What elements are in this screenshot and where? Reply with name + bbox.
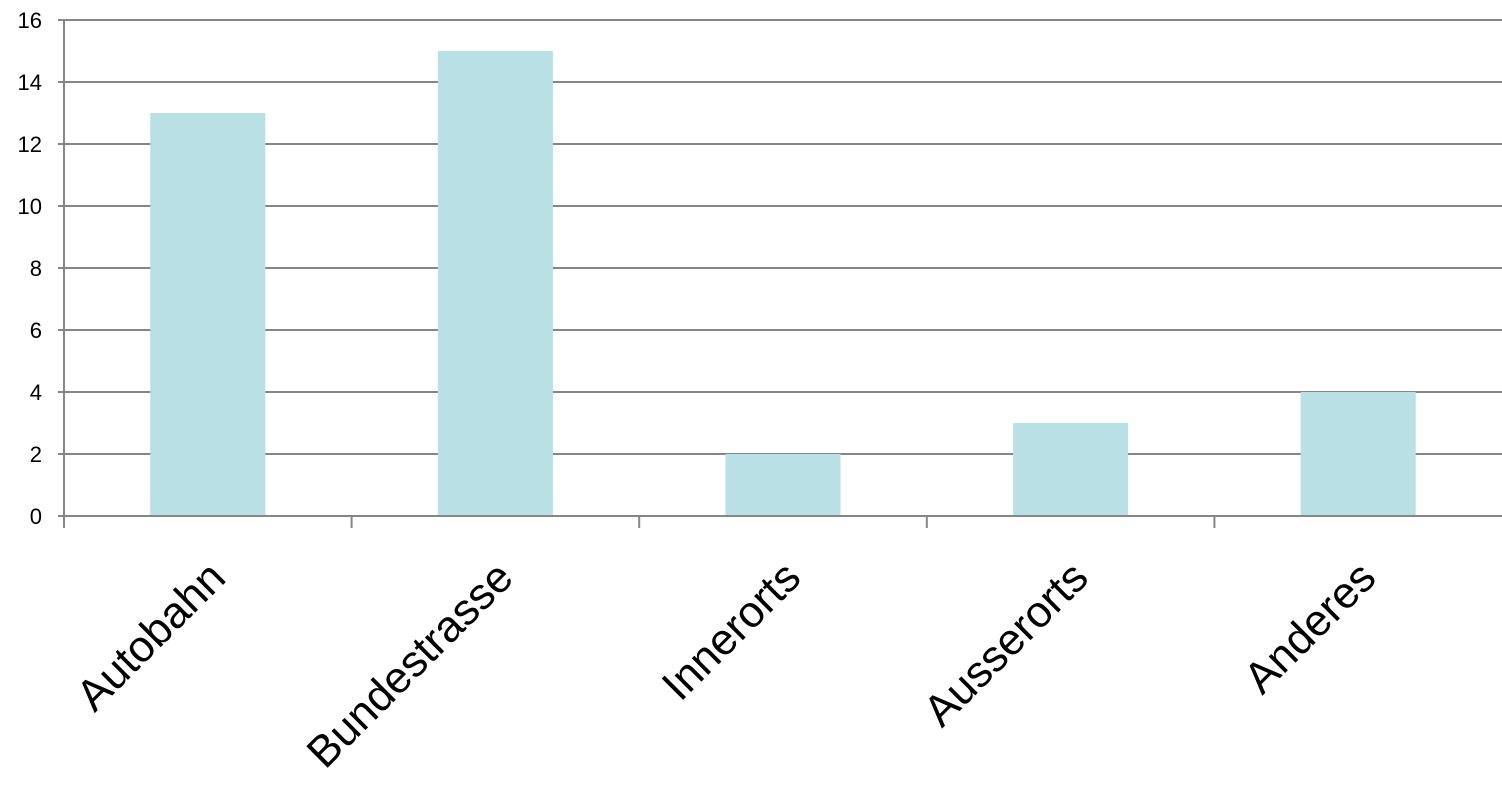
x-tick-label: Bundestrasse (298, 552, 523, 777)
bar-autobahn (150, 113, 266, 516)
bar-innerorts (725, 454, 841, 516)
y-tick-label: 10 (18, 194, 42, 219)
bar-anderes (1300, 392, 1416, 516)
x-tick-label: Innerorts (653, 552, 810, 709)
x-tick-labels: Autobahn Bundestrasse Innerorts Ausserorts A… (67, 552, 1385, 777)
y-tick-label: 4 (30, 380, 42, 405)
bar-ausserorts (1013, 423, 1129, 516)
y-tick-label: 6 (30, 318, 42, 343)
y-tick-label: 14 (18, 70, 42, 95)
gridlines (64, 19, 1502, 455)
x-tick-label: Ausserorts (914, 552, 1097, 735)
y-tick-label: 0 (30, 504, 42, 529)
x-tick-label: Anderes (1235, 552, 1386, 703)
bar-bundestrasse (437, 51, 553, 516)
y-tick-label: 12 (18, 132, 42, 157)
y-tick-label: 2 (30, 442, 42, 467)
axes (58, 19, 1502, 528)
x-tick-label: Autobahn (67, 552, 235, 720)
bars (150, 51, 1416, 516)
y-tick-label: 16 (18, 8, 42, 33)
y-tick-labels: 0 2 4 6 8 10 12 14 16 (18, 8, 42, 529)
y-tick-label: 8 (30, 256, 42, 281)
